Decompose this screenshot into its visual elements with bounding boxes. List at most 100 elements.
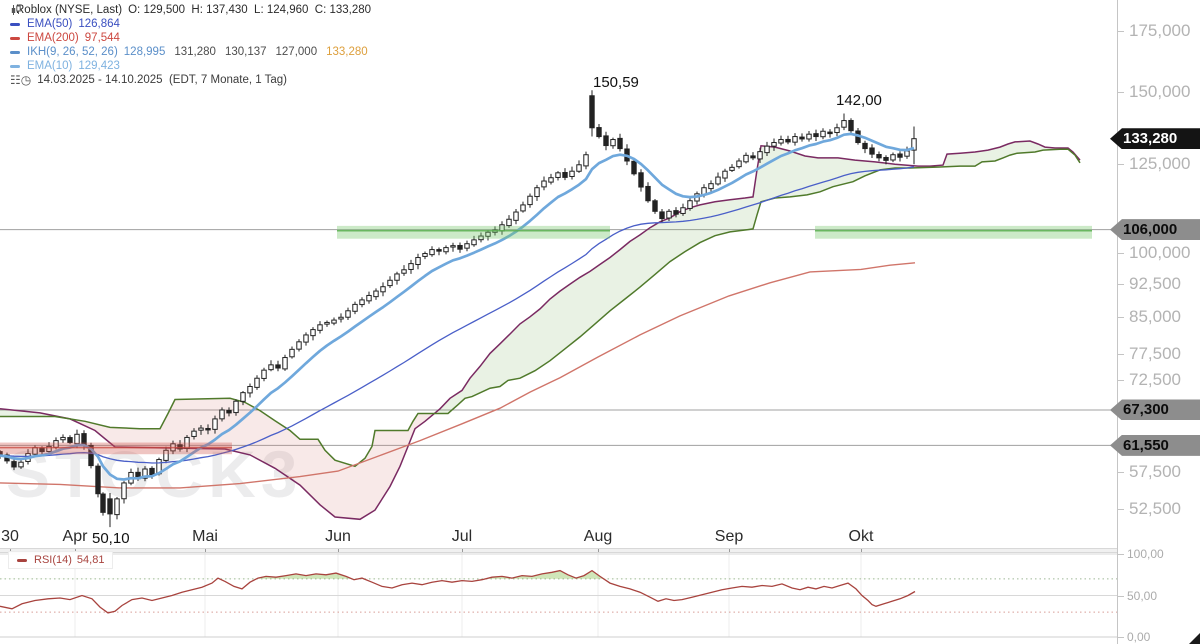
rsi-indicator-chart[interactable] <box>0 552 1117 644</box>
candle-body <box>555 172 561 178</box>
candle-body <box>827 131 833 135</box>
rsi-label: RSI(14) <box>34 554 72 566</box>
candle-body <box>708 183 714 190</box>
candle-body <box>198 427 204 431</box>
x-axis-label: Mai <box>192 528 218 545</box>
candle-body <box>548 177 554 183</box>
candle-body <box>436 249 442 252</box>
x-axis-label: Apr <box>63 528 89 545</box>
candle-body <box>638 172 644 188</box>
candle-body <box>680 207 686 214</box>
ichimoku-cloud[interactable] <box>72 398 435 520</box>
candle-body <box>380 286 386 293</box>
x-axis-label: Jun <box>325 528 351 545</box>
candle-body <box>268 364 274 371</box>
candle-body <box>534 187 540 198</box>
candle-body <box>142 468 148 479</box>
candle-body <box>408 263 414 270</box>
rsi-line[interactable] <box>0 569 916 614</box>
price-level-badge: 106,000 <box>1110 219 1200 241</box>
ichimoku-cloud[interactable] <box>0 408 72 420</box>
indicator-row-ema200[interactable]: EMA(200) 97,544 <box>10 32 377 45</box>
candle-body <box>240 392 246 402</box>
candle-body <box>88 444 94 467</box>
ema10-label: EMA(10) <box>27 60 73 72</box>
candle-body <box>806 133 812 140</box>
price-axis-tick <box>1118 317 1124 319</box>
candle-body <box>876 154 882 159</box>
candle-body <box>897 153 903 158</box>
price-axis: 175,000 150,000 125,000 100,000 92,500 85,000… <box>1110 0 1200 644</box>
x-axis-label: Sep <box>715 528 744 545</box>
candle-body <box>345 310 351 318</box>
senkou-b-line[interactable] <box>0 148 1081 468</box>
candle-body <box>478 235 484 241</box>
candle-body <box>506 218 512 227</box>
candles-series[interactable] <box>0 90 917 528</box>
x-axis-tick <box>10 549 11 552</box>
ema10-line[interactable] <box>0 132 915 481</box>
main-price-chart[interactable]: 30 Apr Mai Jun Jul Aug Sep Okt <box>0 0 1117 548</box>
indicator-row-ema10[interactable]: EMA(10) 129,423 <box>10 60 377 73</box>
price-axis-label: 175,000 <box>1129 20 1191 40</box>
candle-body <box>422 253 428 257</box>
candle-body <box>471 239 477 246</box>
price-annotation-high: 150,59 <box>593 74 639 91</box>
candle-body <box>457 244 463 250</box>
support-zone[interactable] <box>815 225 1092 239</box>
resize-corner-handle[interactable] <box>1189 633 1200 644</box>
x-axis-tick <box>75 549 76 552</box>
ema200-line[interactable] <box>0 262 916 489</box>
ikh-label: IKH(9, 26, 52, 26) <box>27 46 118 58</box>
last-price-badge: 133,280 <box>1110 128 1200 150</box>
support-zone[interactable] <box>337 225 610 239</box>
candle-body <box>296 341 302 350</box>
rsi-axis-tick <box>1118 637 1124 638</box>
ema200-value: 97,544 <box>84 32 120 44</box>
senkou-a-line[interactable] <box>0 140 1081 521</box>
candle-body <box>687 200 693 209</box>
price-axis-label: 57,500 <box>1129 462 1181 482</box>
candle-body <box>352 303 358 312</box>
candle-body <box>645 185 651 202</box>
rsi-axis-label: 0,00 <box>1127 630 1151 644</box>
indicator-row-ikh[interactable]: IKH(9, 26, 52, 26) 128,995 131,280 130,1… <box>10 46 377 59</box>
rsi-axis-tick <box>1118 595 1124 597</box>
price-axis-label: 52,500 <box>1129 498 1181 518</box>
rsi-axis-tick <box>1118 554 1124 555</box>
rsi-legend[interactable]: RSI(14) 54,81 <box>8 551 114 569</box>
candle-body <box>834 127 840 134</box>
price-axis-label: 77,500 <box>1129 343 1181 363</box>
panel-resize-handle[interactable] <box>0 548 1200 553</box>
candle-body <box>254 377 260 388</box>
candle-body <box>394 273 400 281</box>
candle-body <box>226 409 232 414</box>
candle-body <box>46 445 52 453</box>
x-axis-tick <box>598 549 599 552</box>
ikh-senkou-a-value: 130,137 <box>224 46 267 58</box>
ikh-color-dash <box>10 51 20 54</box>
candle-body <box>310 329 316 337</box>
candle-body <box>750 155 756 159</box>
ichimoku-cloud[interactable] <box>435 141 1080 414</box>
ema50-color-dash <box>10 23 20 26</box>
candle-body <box>541 180 547 188</box>
price-axis-label: 100,000 <box>1129 242 1191 262</box>
price-axis-tick <box>1118 91 1124 93</box>
instrument-row[interactable]: Roblox (NYSE, Last) O: 129,500 H: 137,43… <box>10 4 377 17</box>
price-level-badge: 61,550 <box>1110 434 1200 456</box>
candle-body <box>67 437 73 444</box>
instrument-title: Roblox (NYSE, Last) <box>16 4 123 16</box>
indicator-row-ema50[interactable]: EMA(50) 126,864 <box>10 18 377 31</box>
candle-body <box>610 139 616 147</box>
candle-body <box>757 151 763 160</box>
ikh-kijun-value: 131,280 <box>174 46 216 58</box>
ikh-tenkan-value: 128,995 <box>123 46 166 58</box>
candle-body <box>729 166 735 171</box>
x-axis-tick <box>205 549 206 552</box>
candle-body <box>338 316 344 320</box>
candle-body <box>569 170 575 177</box>
candle-body <box>799 136 805 140</box>
ema50-line[interactable] <box>0 166 915 464</box>
ema200-label: EMA(200) <box>27 32 79 44</box>
